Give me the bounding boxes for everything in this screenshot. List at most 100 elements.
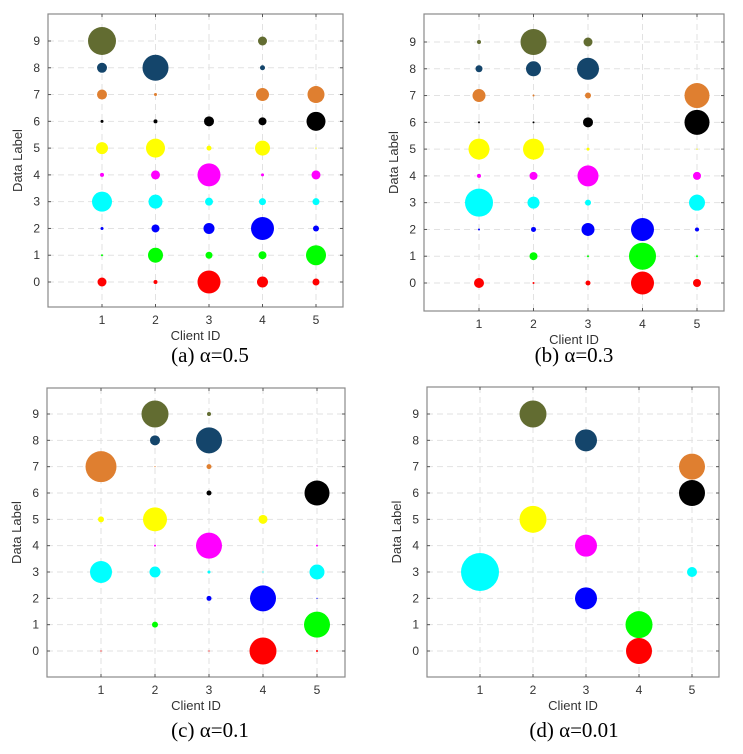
y-tick-label: 3 bbox=[409, 196, 416, 210]
bubble-client5-label4 bbox=[693, 171, 701, 180]
bubble-client4-label6 bbox=[258, 117, 267, 126]
bubble-client5-label7 bbox=[307, 86, 325, 104]
bubble-client1-label0 bbox=[100, 650, 102, 652]
bubble-client1-label3 bbox=[92, 191, 112, 212]
bubble-client2-label1 bbox=[152, 621, 158, 628]
bubble-client3-label4 bbox=[575, 534, 597, 557]
y-tick-label: 3 bbox=[412, 565, 419, 579]
bubble-client4-label4 bbox=[261, 173, 264, 177]
axes-box bbox=[426, 386, 720, 678]
x-tick-label: 3 bbox=[206, 683, 213, 697]
x-tick-label: 4 bbox=[639, 317, 646, 331]
bubble-client2-label9 bbox=[519, 400, 547, 428]
caption-c: (c) α=0.1 bbox=[171, 718, 249, 742]
bubble-client2-label3 bbox=[148, 194, 163, 209]
bubble-client3-label4 bbox=[197, 163, 221, 187]
bubble-client3-label2 bbox=[575, 587, 597, 610]
bubble-client1-label2 bbox=[100, 226, 104, 230]
x-tick-label: 5 bbox=[314, 683, 321, 697]
bubble-client4-label5 bbox=[258, 514, 268, 524]
y-tick-label: 4 bbox=[412, 539, 419, 553]
bubble-client4-label8 bbox=[260, 65, 265, 71]
y-tick-label: 9 bbox=[412, 407, 419, 421]
bubble-client3-label9 bbox=[207, 412, 211, 416]
x-tick-label: 1 bbox=[477, 683, 484, 697]
bubble-client5-label0 bbox=[312, 278, 320, 286]
bubble-client2-label3 bbox=[527, 196, 540, 209]
axes-box bbox=[47, 13, 344, 308]
y-tick-label: 9 bbox=[409, 35, 416, 49]
bubble-client2-label2 bbox=[531, 226, 536, 232]
bubble-client2-label9 bbox=[520, 29, 547, 55]
y-tick-label: 5 bbox=[32, 512, 39, 526]
x-axis-label: Client ID bbox=[548, 698, 598, 713]
bubble-client2-label6 bbox=[153, 119, 158, 124]
x-tick-label: 2 bbox=[530, 683, 537, 697]
y-tick-label: 3 bbox=[32, 565, 39, 579]
x-axis-label: Client ID bbox=[549, 332, 599, 347]
bubble-client4-label3 bbox=[259, 198, 266, 206]
bubble-client5-label7 bbox=[684, 83, 710, 109]
bubble-client5-label4 bbox=[311, 170, 321, 180]
y-tick-label: 1 bbox=[409, 249, 416, 263]
bubble-client3-label2 bbox=[206, 595, 212, 601]
bubbles bbox=[461, 400, 705, 664]
bubble-client3-label1 bbox=[587, 255, 589, 258]
y-tick-label: 8 bbox=[32, 433, 39, 447]
bubble-client1-label8 bbox=[475, 65, 483, 73]
bubble-client5-label6 bbox=[306, 111, 326, 131]
bubble-client5-label2 bbox=[313, 225, 319, 232]
bubble-client3-label3 bbox=[585, 199, 591, 206]
bubble-client5-label3 bbox=[687, 567, 697, 577]
bubbles bbox=[88, 27, 326, 294]
y-tick-label: 0 bbox=[409, 276, 416, 290]
bubble-client3-label2 bbox=[581, 222, 595, 236]
bubble-client3-label3 bbox=[207, 570, 211, 574]
bubble-client1-label3 bbox=[90, 561, 112, 583]
bubble-client3-label7 bbox=[585, 92, 591, 99]
y-tick-label: 8 bbox=[33, 61, 40, 75]
axes-box bbox=[46, 387, 346, 678]
bubble-client5-label1 bbox=[304, 611, 330, 638]
bubble-client1-label3 bbox=[461, 553, 499, 591]
bubble-client3-label1 bbox=[205, 251, 213, 259]
x-tick-label: 5 bbox=[694, 317, 701, 331]
chart-panel-d: 1 2 3 4 5 0 1 2 3 4 5 6 7 8 9 Client ID Data Label bbox=[389, 386, 720, 713]
bubble-client4-label0 bbox=[626, 638, 652, 664]
y-tick-label: 0 bbox=[32, 644, 39, 658]
y-tick-label: 7 bbox=[412, 460, 419, 474]
bubble-client2-label7 bbox=[154, 93, 157, 97]
bubble-client2-label4 bbox=[151, 170, 160, 180]
y-tick-label: 6 bbox=[409, 115, 416, 129]
y-tick-label: 8 bbox=[412, 433, 419, 447]
bubble-client2-label2 bbox=[151, 224, 160, 233]
bubble-client1-label9 bbox=[477, 40, 481, 44]
bubble-client4-label7 bbox=[256, 88, 269, 102]
x-tick-label: 1 bbox=[476, 317, 483, 331]
y-tick-label: 2 bbox=[33, 221, 40, 235]
bubble-client2-label5 bbox=[519, 505, 547, 533]
x-tick-label: 3 bbox=[583, 683, 590, 697]
bubble-client3-label9 bbox=[583, 37, 593, 47]
caption-b: (b) α=0.3 bbox=[534, 343, 614, 367]
x-tick-label: 3 bbox=[206, 313, 213, 327]
x-tick-label: 4 bbox=[260, 683, 267, 697]
x-tick-label: 4 bbox=[259, 313, 266, 327]
y-tick-label: 6 bbox=[412, 486, 419, 500]
axes-box bbox=[423, 13, 725, 312]
bubble-client2-label8 bbox=[142, 54, 169, 81]
y-tick-label: 4 bbox=[33, 168, 40, 182]
chart-panel-b: 1 2 3 4 5 0 1 2 3 4 5 6 7 8 9 Client ID Data Label bbox=[386, 13, 725, 347]
y-tick-label: 2 bbox=[32, 591, 39, 605]
bubble-client3-label6 bbox=[583, 117, 593, 128]
bubble-client2-label8 bbox=[526, 61, 541, 77]
caption-d: (d) α=0.01 bbox=[529, 718, 619, 742]
y-tick-label: 5 bbox=[33, 141, 40, 155]
bubble-client2-label3 bbox=[149, 566, 161, 578]
bubble-client4-label2 bbox=[631, 217, 654, 241]
bubble-client3-label0 bbox=[585, 280, 591, 286]
bubble-client4-label2 bbox=[251, 216, 274, 240]
bubble-client5-label5 bbox=[315, 147, 317, 149]
x-axis-label: Client ID bbox=[171, 328, 221, 343]
